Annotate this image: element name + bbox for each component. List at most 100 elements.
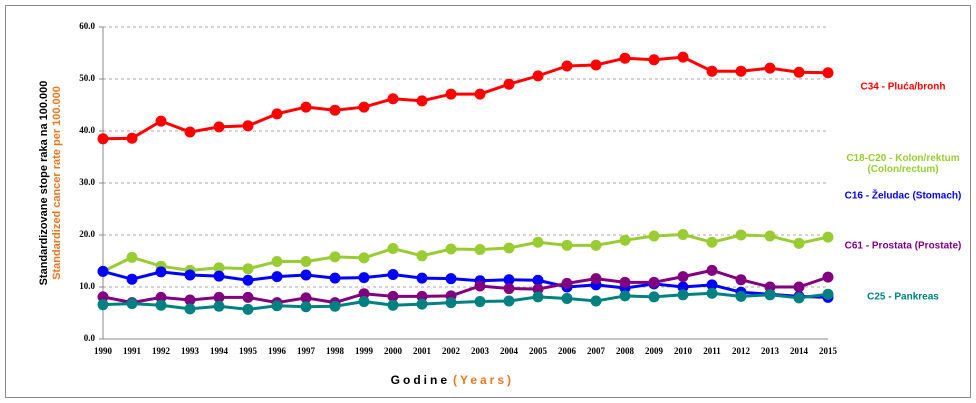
marker <box>474 244 486 256</box>
marker <box>619 234 631 246</box>
x-tick-label: 2005 <box>529 346 548 356</box>
marker <box>677 228 689 240</box>
marker <box>300 301 312 313</box>
marker <box>822 67 834 79</box>
y-tick-label: 60.0 <box>79 21 95 31</box>
marker <box>97 291 109 303</box>
marker <box>590 273 602 285</box>
series-label: C18-C20 - Kolon/rektum (Colon/rectum) <box>846 153 960 175</box>
x-tick-label: 1995 <box>239 346 258 356</box>
marker <box>706 279 718 291</box>
x-tick-label: 2013 <box>761 346 780 356</box>
y-tick-label: 10.0 <box>79 281 95 291</box>
marker <box>503 242 515 254</box>
x-tick-label: 2011 <box>703 346 721 356</box>
marker <box>416 95 428 107</box>
marker <box>677 281 689 293</box>
x-tick-label: 2004 <box>500 346 519 356</box>
marker <box>416 290 428 302</box>
marker <box>503 78 515 90</box>
marker <box>648 276 660 288</box>
series-label: C34 - Pluća/bronh <box>860 81 946 93</box>
marker <box>329 251 341 263</box>
marker <box>242 291 254 303</box>
marker <box>358 296 370 308</box>
marker <box>619 290 631 302</box>
x-tick-label: 2014 <box>790 346 809 356</box>
x-tick-label: 2015 <box>819 346 838 356</box>
marker <box>300 292 312 304</box>
marker <box>271 300 283 312</box>
marker <box>184 269 196 281</box>
marker <box>706 65 718 77</box>
marker <box>474 280 486 292</box>
marker <box>155 115 167 127</box>
x-axis-title-en: (Years) <box>453 373 514 387</box>
y-tick-label: 40.0 <box>79 125 95 135</box>
marker <box>271 108 283 120</box>
marker <box>213 270 225 282</box>
y-tick-label: 20.0 <box>79 229 95 239</box>
x-tick-label: 1993 <box>181 346 200 356</box>
marker <box>387 93 399 105</box>
x-tick-label: 1998 <box>326 346 345 356</box>
x-tick-label: 2000 <box>384 346 403 356</box>
marker <box>213 121 225 133</box>
marker <box>242 303 254 315</box>
series-line <box>102 232 829 273</box>
marker <box>793 292 805 304</box>
marker <box>126 251 138 263</box>
marker <box>126 132 138 144</box>
marker <box>735 274 747 286</box>
marker <box>474 296 486 308</box>
marker <box>648 291 660 303</box>
y-axis-title-en: Standardized cancer rate per 100.000 <box>51 86 63 280</box>
marker <box>126 298 138 310</box>
y-tick-label: 50.0 <box>79 73 95 83</box>
marker <box>590 295 602 307</box>
marker <box>242 120 254 132</box>
marker <box>677 271 689 283</box>
marker <box>735 65 747 77</box>
marker <box>271 256 283 268</box>
marker <box>706 264 718 276</box>
marker <box>126 273 138 285</box>
marker <box>416 298 428 310</box>
marker <box>358 252 370 264</box>
marker <box>648 54 660 66</box>
series-label: C16 - Želudac (Stomach) <box>844 190 962 202</box>
marker <box>822 271 834 283</box>
marker <box>735 290 747 302</box>
marker <box>735 229 747 241</box>
marker <box>793 237 805 249</box>
marker <box>445 243 457 255</box>
marker <box>503 274 515 286</box>
marker <box>97 133 109 145</box>
marker <box>445 88 457 100</box>
marker <box>300 256 312 268</box>
marker <box>445 297 457 309</box>
marker <box>474 88 486 100</box>
marker <box>387 299 399 311</box>
marker <box>445 273 457 285</box>
marker <box>184 126 196 138</box>
x-tick-label: 1999 <box>355 346 374 356</box>
series-line <box>102 55 829 141</box>
marker <box>416 272 428 284</box>
marker <box>764 289 776 301</box>
frame <box>5 5 971 398</box>
marker <box>619 276 631 288</box>
marker <box>329 272 341 284</box>
marker <box>677 51 689 63</box>
marker <box>184 303 196 315</box>
marker <box>764 281 776 293</box>
marker <box>822 288 834 300</box>
marker <box>242 263 254 275</box>
marker <box>793 281 805 293</box>
marker <box>590 239 602 251</box>
marker <box>329 300 341 312</box>
marker <box>561 277 573 289</box>
marker <box>648 230 660 242</box>
marker <box>358 272 370 284</box>
